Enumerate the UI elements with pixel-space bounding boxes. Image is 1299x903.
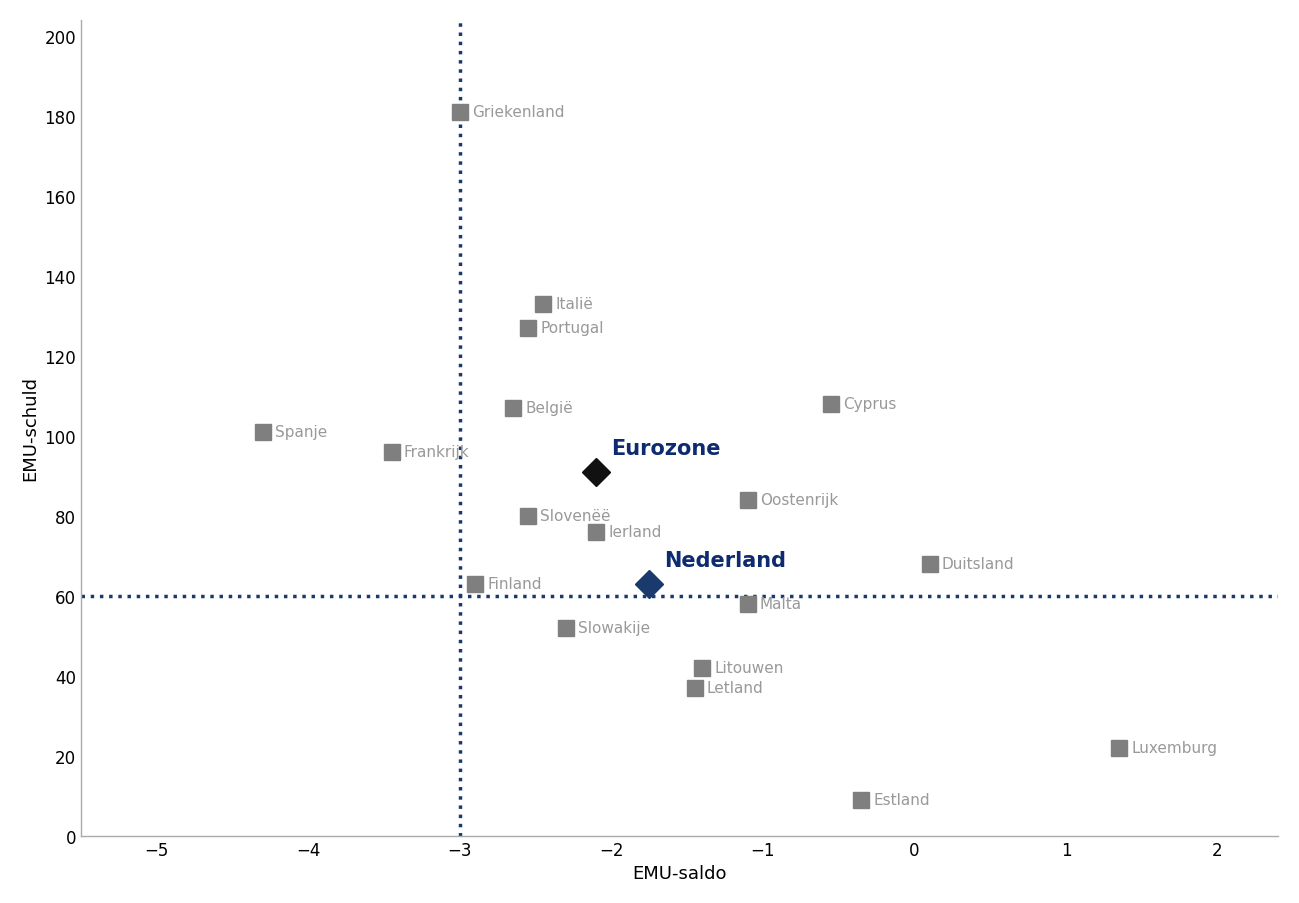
Text: Italië: Italië [555,297,594,312]
Text: Duitsland: Duitsland [942,556,1015,572]
Text: Malta: Malta [760,597,801,611]
Text: Luxemburg: Luxemburg [1131,740,1217,756]
Text: Estland: Estland [873,792,930,807]
Text: Letland: Letland [707,681,764,695]
Text: Eurozone: Eurozone [612,438,721,459]
Text: Slowakije: Slowakije [578,620,651,636]
Text: Ierland: Ierland [608,525,661,540]
Text: Portugal: Portugal [540,321,604,336]
X-axis label: EMU-saldo: EMU-saldo [633,864,727,882]
Text: Griekenland: Griekenland [472,106,565,120]
Text: Slovenëë: Slovenëë [540,508,611,524]
Text: Oostenrijk: Oostenrijk [760,493,838,507]
Text: Spanje: Spanje [275,424,327,440]
Text: België: België [525,401,573,416]
Text: Litouwen: Litouwen [714,660,783,675]
Y-axis label: EMU-schuld: EMU-schuld [21,376,39,480]
Text: Nederland: Nederland [664,550,786,570]
Text: Frankrijk: Frankrijk [404,445,469,460]
Text: Finland: Finland [487,577,542,591]
Text: Cyprus: Cyprus [843,396,896,412]
